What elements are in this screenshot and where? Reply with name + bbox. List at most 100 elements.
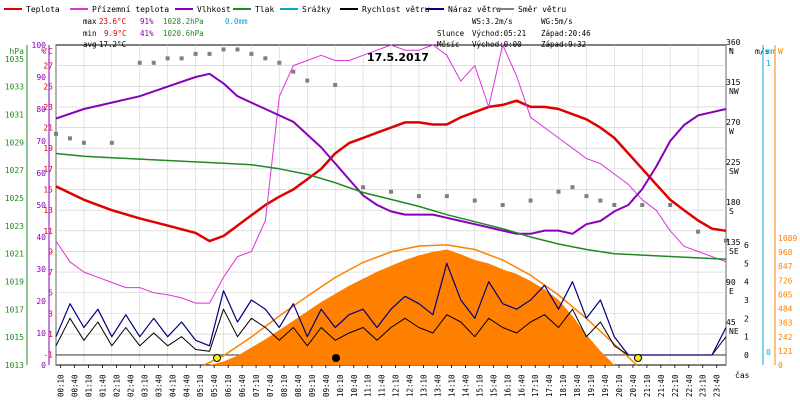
solar-tick-label: 121 [778, 347, 793, 356]
wind-direction-point [207, 51, 212, 56]
x-tick-label: 18:40 [573, 374, 582, 397]
pressure-axis-tick-label: 1015 [5, 333, 24, 342]
wind-direction-point [165, 56, 170, 61]
x-tick-label: 07:40 [266, 374, 275, 397]
direction-tick-label: 360 [726, 38, 741, 47]
x-tick-label: 17:40 [545, 374, 554, 397]
sunset: Západ:20:46 [541, 29, 591, 38]
humidity-axis-tick-label: 30 [36, 265, 46, 274]
wind-direction-point [696, 229, 701, 234]
legend-label: Přízemní teplota [92, 5, 169, 14]
legend-item-feels_like: Přízemní teplota [70, 5, 169, 14]
wind-direction-point [305, 78, 310, 83]
solar-layer [203, 244, 638, 366]
humidity-axis-tick-label: 20 [36, 297, 46, 306]
wind-direction-point [151, 60, 156, 65]
pressure-axis-tick-label: 1035 [5, 55, 24, 64]
x-tick-label: 22:10 [671, 374, 680, 397]
stats-avg-temp: 17.2°C [99, 40, 126, 49]
temperature-axis-tick-label: 7 [48, 268, 53, 277]
wind-direction-point [137, 60, 142, 65]
legend-label: Tlak [255, 5, 274, 14]
legend-label: Vlhkost [197, 5, 231, 14]
x-tick-label: 20:40 [629, 374, 638, 397]
x-axis: 00:10 00:40 01:10 01:40 02:10 02:40 03:10 03:40… [57, 365, 722, 397]
direction-tick-label: N [729, 47, 734, 56]
moonset: Západ:9:32 [541, 40, 586, 49]
x-tick-label: 16:40 [517, 374, 526, 397]
x-unit-label: čas [735, 370, 750, 380]
temperature-axis-tick-label: 25 [43, 82, 53, 91]
legend-item-precip: Srážky [280, 5, 331, 14]
x-tick-label: 21:10 [643, 374, 652, 397]
x-tick-label: 12:10 [392, 374, 401, 397]
temperature-axis-tick-label: 15 [43, 186, 53, 195]
wind-direction-point [67, 136, 72, 141]
x-tick-label: 15:10 [475, 374, 484, 397]
wind-direction-point [277, 60, 282, 65]
x-tick-label: 00:40 [71, 374, 80, 397]
stats-max-temp: 23.6°C [99, 17, 126, 26]
stats-min-hum: 41% [140, 29, 154, 38]
x-tick-label: 14:10 [447, 374, 456, 397]
sunrise: Východ:05:21 [472, 29, 526, 38]
temperature-axis-tick-label: 11 [43, 227, 53, 236]
wind-direction-point [598, 198, 603, 203]
stats-max-label: max [83, 17, 97, 26]
series-layer [54, 44, 728, 356]
x-tick-label: 14:40 [461, 374, 470, 397]
sunrise-marker [213, 354, 221, 362]
direction-tick-label: W [729, 127, 734, 136]
wind-direction-point [416, 194, 421, 199]
wind-direction-point [109, 140, 114, 145]
wind-direction-point [291, 69, 296, 74]
wind-tick-label: 1 [744, 333, 749, 342]
wind-direction-point [389, 189, 393, 194]
legend-label: Teplota [26, 5, 60, 14]
direction-tick-label: 45 [726, 318, 736, 327]
solar-tick-label: 1089 [778, 234, 797, 243]
x-tick-label: 17:10 [531, 374, 540, 397]
wind-direction-point [724, 238, 728, 243]
wind-direction-point [263, 56, 268, 61]
x-tick-label: 11:40 [378, 374, 387, 397]
x-tick-label: 06:10 [224, 374, 233, 397]
x-tick-label: 08:40 [294, 374, 303, 397]
wind-direction-point [556, 189, 561, 194]
temperature-axis-tick-label: 17 [43, 165, 53, 174]
x-tick-label: 08:10 [280, 374, 289, 397]
humidity-axis-tick-label: 40 [36, 233, 46, 242]
temperature-axis-tick-label: 23 [43, 103, 53, 112]
x-tick-label: 00:10 [57, 374, 66, 397]
x-tick-label: 21:40 [657, 374, 666, 397]
direction-tick-label: SE [729, 247, 739, 256]
humidity-line [55, 72, 727, 235]
stats-min-press: 1020.6hPa [163, 29, 204, 38]
humidity-axis-tick-label: 90 [36, 73, 46, 82]
pressure-axis-tick-label: 1027 [5, 166, 24, 175]
direction-tick-label: E [729, 287, 734, 296]
stats-min-label: min [83, 29, 97, 38]
moonrise: Východ:0:00 [472, 40, 522, 49]
solar-tick-label: 0 [778, 361, 783, 370]
pressure-line [55, 152, 727, 261]
direction-tick-label: 180 [726, 198, 741, 207]
wind-axis-unit: m/s [755, 47, 770, 56]
solar-theoretical-line [203, 244, 638, 366]
x-tick-label: 15:40 [489, 374, 498, 397]
x-tick-label: 10:10 [336, 374, 345, 397]
stats-avg-label: avg [83, 40, 97, 49]
pressure-axis-unit: hPa [10, 47, 25, 56]
legend-item-wind_speed: Rychlost větru [340, 5, 430, 14]
x-tick-label: 22:40 [685, 374, 694, 397]
x-tick-label: 23:10 [699, 374, 708, 397]
wind-direction-point [640, 203, 645, 207]
wind-direction-point [235, 47, 240, 52]
temperature-axis-tick-label: 9 [48, 247, 53, 256]
precip-axis-unit: mm [766, 47, 776, 56]
moon-label: Měsíc [437, 40, 460, 49]
wind_gust-line [55, 262, 727, 356]
moonset-marker [332, 354, 340, 362]
pressure-axis-tick-label: 1017 [5, 305, 24, 314]
legend-item-wind_direction: Směr větru [496, 5, 566, 14]
